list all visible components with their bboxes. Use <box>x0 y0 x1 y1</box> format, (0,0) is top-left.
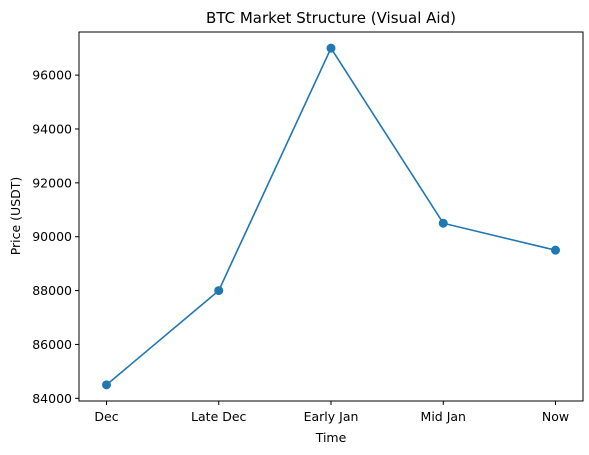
chart-title: BTC Market Structure (Visual Aid) <box>206 9 456 27</box>
y-axis-label: Price (USDT) <box>8 177 23 256</box>
x-tick-label: Now <box>542 409 569 424</box>
y-tick-label: 88000 <box>32 283 72 298</box>
data-point <box>438 218 448 228</box>
x-tick-label: Late Dec <box>191 409 247 424</box>
y-tick-label: 92000 <box>32 175 72 190</box>
data-point <box>551 245 560 255</box>
x-tick-label: Early Jan <box>304 409 359 424</box>
y-tick-label: 94000 <box>32 121 72 136</box>
plot-frame <box>78 31 584 402</box>
y-tick-label: 84000 <box>32 391 72 406</box>
series-line <box>105 46 556 386</box>
data-point <box>326 43 336 53</box>
x-tick-label: Mid Jan <box>421 409 466 424</box>
x-axis-label: Time <box>315 430 347 445</box>
data-point <box>102 380 111 390</box>
series-layer <box>102 43 560 390</box>
y-tick-label: 90000 <box>32 229 72 244</box>
y-tick-label: 96000 <box>32 68 72 83</box>
y-tick-label: 86000 <box>32 337 72 352</box>
x-tick-label: Dec <box>94 409 118 424</box>
y-axis: 84000 86000 88000 90000 92000 94000 96000 <box>32 68 79 406</box>
x-axis: Dec Late Dec Early Jan Mid Jan Now <box>94 401 569 424</box>
data-point <box>214 286 224 296</box>
plot-area <box>78 31 584 402</box>
